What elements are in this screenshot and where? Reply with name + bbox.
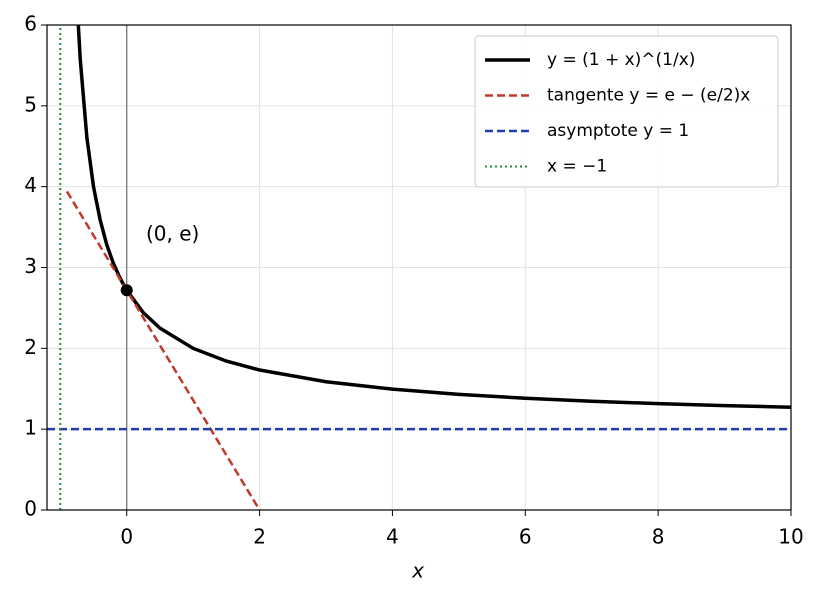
annotation: (0, e) bbox=[146, 222, 199, 246]
series-line bbox=[76, 25, 791, 410]
x-tick-label: 8 bbox=[652, 525, 665, 549]
legend-label: y = (1 + x)^(1/x) bbox=[547, 50, 695, 70]
x-tick-label: 0 bbox=[120, 525, 133, 549]
y-tick-label: 2 bbox=[24, 335, 37, 359]
x-tick-label: 2 bbox=[253, 525, 266, 549]
x-tick-label: 4 bbox=[386, 525, 399, 549]
y-tick-label: 5 bbox=[24, 92, 37, 116]
legend-label: tangente y = e − (e/2)x bbox=[547, 86, 750, 106]
series-line bbox=[65, 190, 261, 510]
y-tick-label: 0 bbox=[24, 497, 37, 521]
y-tick-label: 3 bbox=[24, 254, 37, 278]
legend-label: asymptote y = 1 bbox=[547, 121, 689, 141]
plot-area bbox=[47, 25, 791, 510]
plot-frame bbox=[46, 24, 792, 511]
legend-label: x = −1 bbox=[547, 157, 607, 177]
legend-box bbox=[474, 35, 779, 188]
y-tick-label: 6 bbox=[24, 12, 37, 36]
point-marker bbox=[120, 284, 133, 297]
x-axis-label: x bbox=[411, 559, 424, 583]
x-tick-label: 10 bbox=[778, 525, 803, 549]
y-tick-label: 4 bbox=[24, 173, 37, 197]
y-tick-label: 1 bbox=[24, 416, 37, 440]
x-tick-label: 6 bbox=[519, 525, 532, 549]
